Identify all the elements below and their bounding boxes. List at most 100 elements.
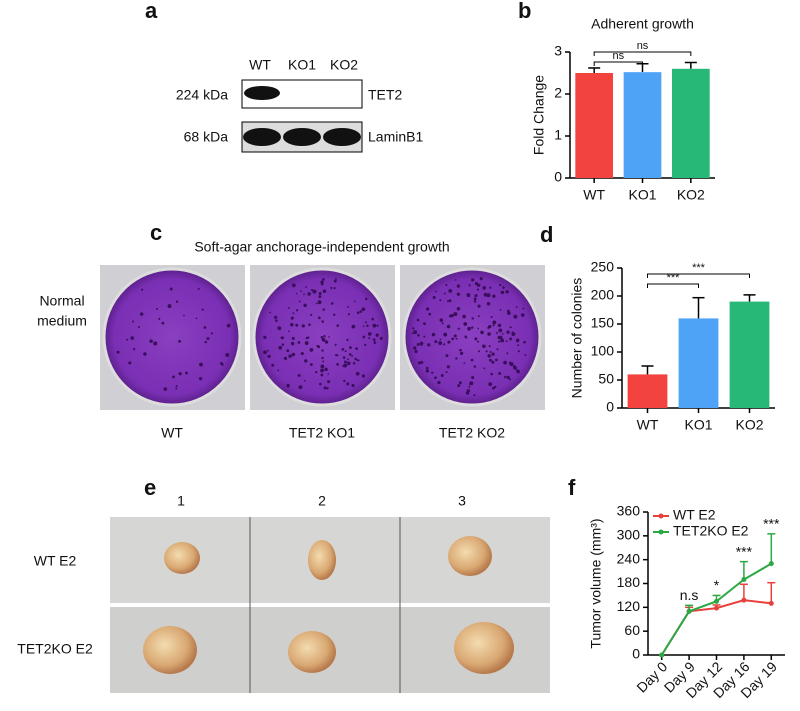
colony: [298, 300, 301, 303]
colony: [203, 326, 207, 329]
y-tick-label: 150: [591, 315, 615, 331]
colony: [130, 336, 135, 340]
colony: [351, 324, 356, 329]
colony: [417, 333, 420, 337]
colony: [500, 338, 505, 343]
point: [768, 561, 774, 567]
colony: [161, 321, 165, 325]
colony: [511, 332, 516, 336]
colony: [482, 285, 487, 290]
colony: [334, 277, 337, 280]
column-label: WT: [161, 425, 183, 441]
colony: [333, 279, 337, 283]
colony: [342, 364, 345, 368]
colony: [320, 368, 324, 373]
colony: [315, 302, 318, 305]
colony: [473, 365, 477, 368]
y-tick-label: 300: [617, 527, 641, 543]
colony: [524, 354, 527, 357]
colony: [318, 316, 321, 320]
colony: [490, 316, 493, 319]
colony: [308, 323, 311, 326]
colony: [522, 307, 525, 310]
panel-label: d: [540, 222, 553, 247]
colony: [453, 312, 458, 317]
colony: [321, 320, 324, 323]
y-tick-label: 1: [554, 127, 562, 143]
point: [686, 608, 692, 614]
colony: [372, 323, 377, 328]
colony: [316, 344, 319, 347]
colony: [133, 348, 136, 351]
colony: [413, 330, 418, 335]
colony: [288, 330, 290, 332]
legend-label: WT E2: [673, 507, 716, 523]
colony: [178, 372, 182, 376]
colony: [320, 364, 325, 369]
colony: [275, 319, 278, 322]
colony: [167, 304, 172, 309]
colony: [487, 354, 491, 358]
colony: [500, 290, 505, 295]
colony: [509, 326, 512, 329]
colony: [503, 360, 507, 365]
colony: [375, 333, 379, 337]
colony: [427, 343, 431, 347]
y-tick-label: 60: [624, 622, 640, 638]
colony: [492, 320, 497, 325]
colony: [432, 295, 436, 300]
colony: [321, 349, 324, 352]
colony: [435, 290, 437, 293]
colony: [483, 292, 488, 297]
colony: [337, 354, 339, 357]
colony: [318, 292, 322, 295]
tumor: [288, 631, 336, 673]
y-tick-label: 50: [598, 371, 614, 387]
colony: [505, 340, 508, 343]
colony: [416, 343, 420, 347]
colony: [456, 292, 461, 296]
colony: [301, 324, 305, 328]
colony: [451, 337, 455, 341]
colony: [364, 343, 367, 347]
colony: [517, 350, 520, 353]
colony: [523, 340, 526, 344]
colony: [459, 348, 462, 352]
colony: [267, 354, 271, 359]
significance-label: ***: [667, 272, 681, 284]
colony: [362, 335, 366, 339]
colony: [457, 327, 460, 330]
colony: [343, 379, 346, 383]
significance-label: ns: [637, 40, 649, 52]
colony: [303, 303, 307, 308]
colony: [492, 294, 496, 298]
band: [243, 128, 281, 146]
colony: [314, 370, 318, 374]
colony: [498, 371, 502, 375]
colony: [346, 382, 350, 386]
colony: [478, 283, 481, 286]
column-label: 1: [177, 493, 185, 509]
colony: [320, 335, 324, 339]
colony: [491, 360, 495, 364]
colony: [513, 314, 518, 319]
colony: [463, 322, 468, 326]
colony: [320, 280, 324, 284]
colony: [333, 286, 336, 290]
colony: [309, 348, 314, 352]
colony: [477, 315, 480, 318]
colony: [266, 349, 269, 352]
colony: [362, 325, 365, 328]
colony: [283, 356, 288, 361]
colony: [204, 340, 207, 344]
colony: [445, 284, 448, 287]
colony: [291, 283, 296, 288]
colony: [470, 278, 475, 282]
colony: [480, 330, 484, 335]
band: [244, 86, 280, 100]
colony: [351, 383, 355, 388]
plates: [100, 265, 545, 410]
colony: [321, 356, 324, 360]
colony: [351, 355, 354, 357]
colony: [263, 335, 267, 340]
